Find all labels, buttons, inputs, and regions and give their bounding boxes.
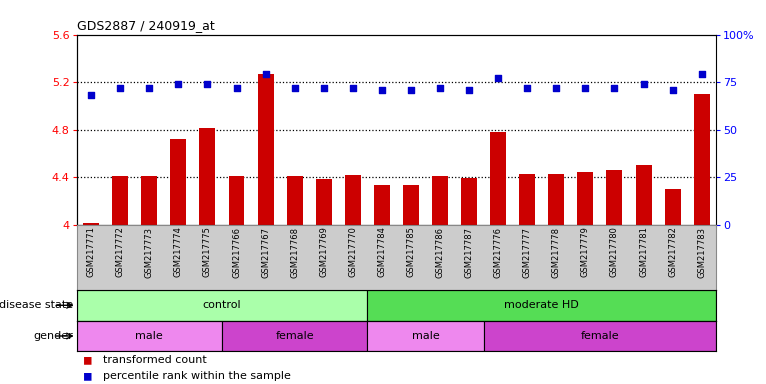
Text: GSM217776: GSM217776 <box>493 227 502 278</box>
Point <box>637 81 650 87</box>
Bar <box>374 185 390 225</box>
Text: GSM217785: GSM217785 <box>407 227 415 278</box>
Point <box>463 87 475 93</box>
Bar <box>578 172 594 225</box>
Text: percentile rank within the sample: percentile rank within the sample <box>103 371 291 381</box>
Point <box>579 85 591 91</box>
Bar <box>461 178 477 225</box>
Point <box>260 71 272 78</box>
Text: GSM217779: GSM217779 <box>581 227 590 278</box>
Bar <box>403 185 419 225</box>
Point <box>696 71 708 78</box>
Text: female: female <box>275 331 314 341</box>
Point <box>376 87 388 93</box>
Text: transformed count: transformed count <box>103 354 207 364</box>
Point <box>172 81 185 87</box>
Bar <box>490 132 506 225</box>
Text: gender: gender <box>33 331 73 341</box>
Text: male: male <box>136 331 163 341</box>
Bar <box>316 179 332 225</box>
Bar <box>77 321 222 351</box>
Bar <box>286 176 303 225</box>
Bar <box>228 176 244 225</box>
Point <box>231 85 243 91</box>
Point <box>404 87 417 93</box>
Text: GSM217787: GSM217787 <box>465 227 473 278</box>
Text: male: male <box>411 331 440 341</box>
Point <box>143 85 155 91</box>
Text: GSM217769: GSM217769 <box>319 227 328 278</box>
Bar <box>548 174 565 225</box>
Bar <box>83 223 99 225</box>
Bar <box>483 321 716 351</box>
Bar <box>368 290 716 321</box>
Bar <box>141 176 157 225</box>
Text: control: control <box>203 300 241 310</box>
Text: disease state: disease state <box>0 300 73 310</box>
Bar <box>432 176 448 225</box>
Text: ■: ■ <box>84 369 92 382</box>
Text: GSM217766: GSM217766 <box>232 227 241 278</box>
Text: GDS2887 / 240919_at: GDS2887 / 240919_at <box>77 19 214 32</box>
Point <box>201 81 214 87</box>
Point <box>289 85 301 91</box>
Bar <box>199 128 215 225</box>
Text: GSM217767: GSM217767 <box>261 227 270 278</box>
Bar <box>694 94 709 225</box>
Text: moderate HD: moderate HD <box>504 300 579 310</box>
Text: GSM217778: GSM217778 <box>552 227 561 278</box>
Point <box>550 85 562 91</box>
Text: GSM217781: GSM217781 <box>639 227 648 278</box>
Bar <box>519 174 535 225</box>
Point <box>608 85 620 91</box>
Text: GSM217786: GSM217786 <box>436 227 444 278</box>
Bar <box>345 175 361 225</box>
Bar <box>368 321 483 351</box>
Bar <box>170 139 186 225</box>
Point <box>521 85 533 91</box>
Text: GSM217771: GSM217771 <box>87 227 96 278</box>
Text: GSM217784: GSM217784 <box>378 227 386 278</box>
Point <box>318 85 330 91</box>
Text: GSM217782: GSM217782 <box>668 227 677 278</box>
Bar <box>257 74 273 225</box>
Bar <box>222 321 368 351</box>
Bar <box>665 189 681 225</box>
Text: GSM217774: GSM217774 <box>174 227 183 278</box>
Bar <box>112 176 128 225</box>
Text: GSM217780: GSM217780 <box>610 227 619 278</box>
Point <box>114 85 126 91</box>
Text: GSM217770: GSM217770 <box>349 227 357 278</box>
Text: ■: ■ <box>84 353 92 366</box>
Bar <box>636 165 652 225</box>
Point <box>492 75 504 81</box>
Text: GSM217772: GSM217772 <box>116 227 125 278</box>
Bar <box>77 290 368 321</box>
Text: GSM217777: GSM217777 <box>522 227 532 278</box>
Text: female: female <box>581 331 619 341</box>
Point <box>434 85 446 91</box>
Text: GSM217783: GSM217783 <box>697 227 706 278</box>
Point <box>85 92 97 98</box>
Text: GSM217775: GSM217775 <box>203 227 212 278</box>
Text: GSM217773: GSM217773 <box>145 227 154 278</box>
Text: GSM217768: GSM217768 <box>290 227 300 278</box>
Point <box>666 87 679 93</box>
Bar <box>607 170 623 225</box>
Point <box>347 85 359 91</box>
